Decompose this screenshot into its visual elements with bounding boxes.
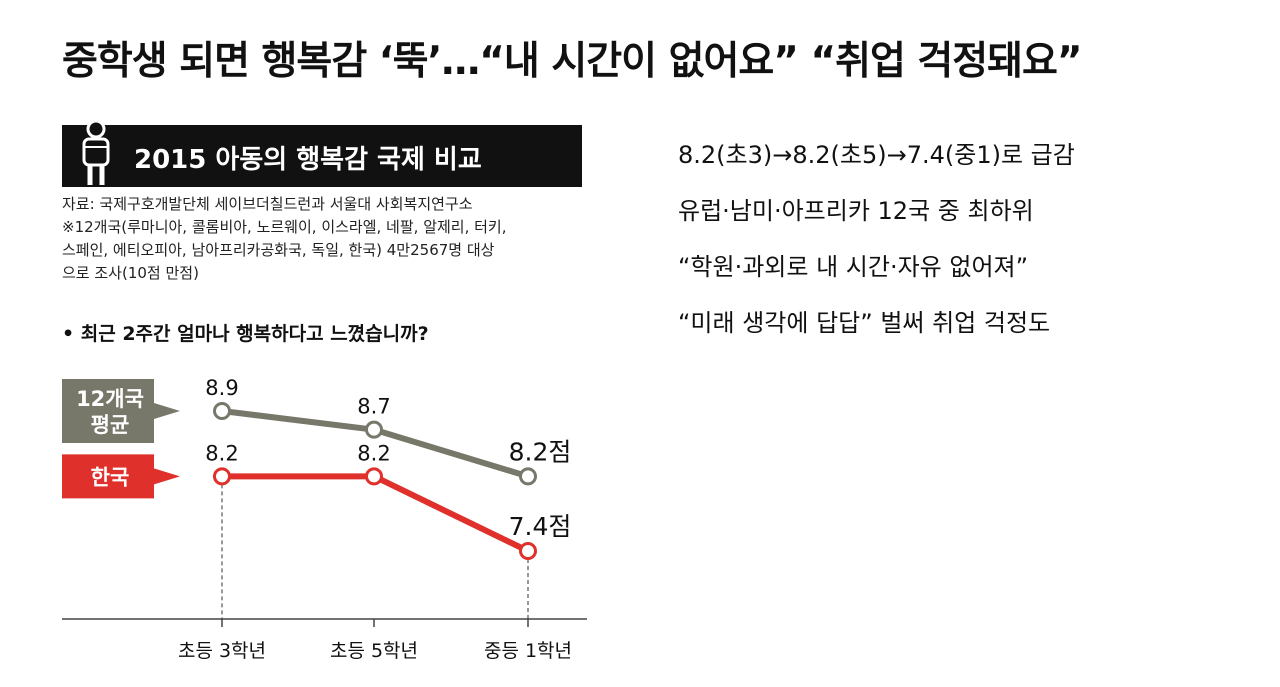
legend-tag [62, 379, 180, 443]
data-point [519, 467, 537, 486]
data-label: 8.2점 [509, 437, 572, 466]
summary-bullet: “학원·과외로 내 시간·자유 없어져” [678, 253, 1029, 281]
data-point [519, 542, 537, 560]
source-line: 으로 조사(10점 만점) [62, 264, 199, 282]
child-figure-icon [82, 119, 110, 185]
data-point [213, 402, 231, 420]
infographic-title-bar: 2015 아동의 행복감 국제 비교 [62, 119, 582, 187]
data-label: 8.9 [205, 376, 238, 400]
summary-bullet: “미래 생각에 답답” 벌써 취업 걱정도 [678, 309, 1051, 337]
data-label: 8.2 [357, 441, 390, 465]
data-label: 7.4점 [509, 512, 572, 541]
summary-bullets: 8.2(초3)→8.2(초5)→7.4(중1)로 급감 유럽·남미·아프리카 1… [678, 140, 1238, 364]
summary-bullet: 유럽·남미·아프리카 12국 중 최하위 [678, 197, 1034, 225]
headline: 중학생 되면 행복감 ‘뚝’…“내 시간이 없어요” “취업 걱정돼요” [62, 39, 1083, 84]
data-label: 8.7 [357, 395, 390, 419]
source-line: 스페인, 에티오피아, 남아프리카공화국, 독일, 한국) 4만2567명 대상 [62, 241, 495, 259]
data-point [213, 467, 231, 486]
legend-label: 평균 [91, 413, 130, 437]
data-point [365, 467, 383, 486]
infographic: 2015 아동의 행복감 국제 비교 자료: 국제구호개발단체 세이브더칠드런과… [62, 119, 587, 670]
source-note: 자료: 국제구호개발단체 세이브더칠드런과 서울대 사회복지연구소 ※12개국(… [62, 193, 587, 285]
infographic-title: 2015 아동의 행복감 국제 비교 [134, 145, 482, 175]
x-tick-label: 초등 5학년 [330, 640, 418, 662]
legend-label: 한국 [91, 465, 130, 489]
series-line [222, 473, 530, 554]
legend-label: 12개국 [76, 387, 144, 411]
x-tick-label: 중등 1학년 [484, 640, 572, 662]
legend-tag [62, 454, 180, 499]
source-line: ※12개국(루마니아, 콜롬비아, 노르웨이, 이스라엘, 네팔, 알제리, 터… [62, 218, 507, 236]
x-tick-label: 초등 3학년 [178, 640, 266, 662]
summary-bullet: 8.2(초3)→8.2(초5)→7.4(중1)로 급감 [678, 141, 1075, 169]
data-point [365, 420, 383, 439]
survey-question: • 최근 2주간 얼마나 행복하다고 느꼈습니까? [62, 323, 429, 345]
data-label: 8.2 [205, 441, 238, 465]
source-line: 자료: 국제구호개발단체 세이브더칠드런과 서울대 사회복지연구소 [62, 195, 473, 213]
